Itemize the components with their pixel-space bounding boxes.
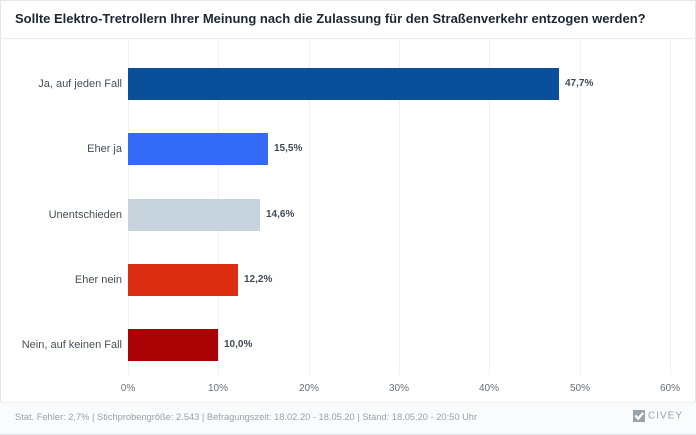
svg-text:CIVEY: CIVEY — [648, 411, 682, 422]
